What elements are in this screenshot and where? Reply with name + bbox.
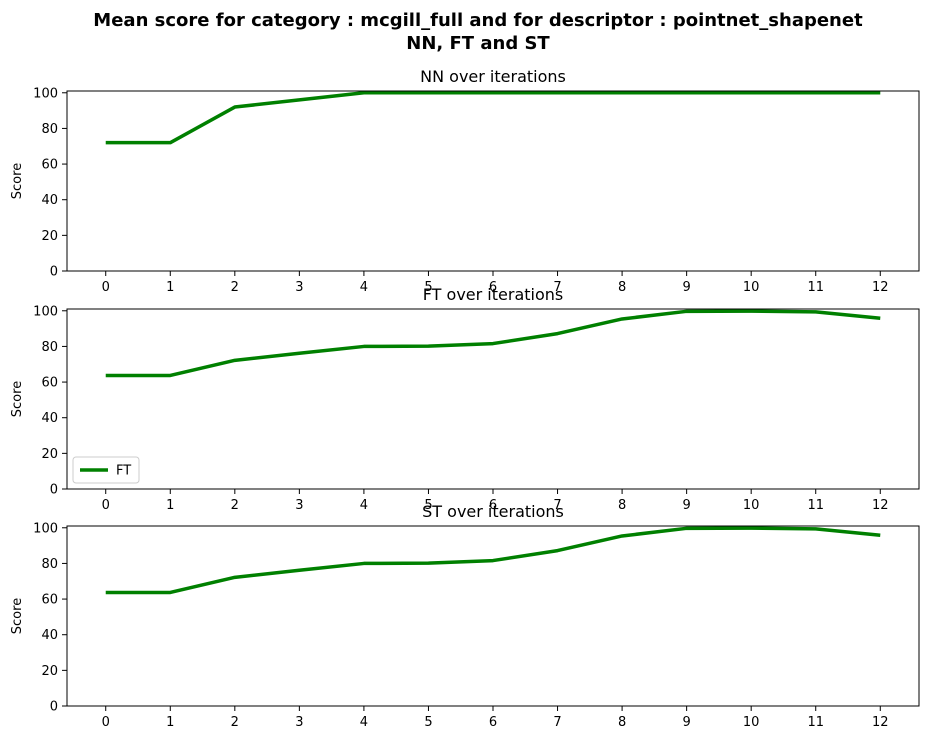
legend-label: FT [116, 464, 131, 479]
x-tick-label: 4 [360, 498, 368, 513]
x-tick-label: 12 [872, 498, 889, 513]
y-tick-label: 100 [33, 86, 58, 101]
subplot-title: FT over iterations [423, 285, 563, 304]
x-tick-label: 0 [102, 280, 110, 295]
x-tick-label: 1 [166, 280, 174, 295]
x-tick-label: 12 [872, 280, 889, 295]
x-tick-label: 2 [231, 498, 239, 513]
x-tick-label: 5 [424, 715, 432, 730]
series-line-1 [105, 91, 881, 145]
y-tick-label: 40 [41, 628, 58, 643]
x-tick-label: 5 [424, 280, 432, 295]
x-tick-label: 1 [166, 498, 174, 513]
figure-title-line-1: Mean score for category : mcgill_full an… [93, 10, 863, 31]
x-tick-label: 4 [360, 715, 368, 730]
x-tick-label: 9 [682, 498, 690, 513]
y-tick-label: 40 [41, 193, 58, 208]
x-tick-label: 11 [807, 280, 824, 295]
y-tick-label: 0 [50, 265, 58, 280]
axes-frame [66, 308, 920, 490]
y-tick-label: 60 [41, 376, 58, 391]
x-tick-label: 9 [682, 715, 690, 730]
axes-frame [66, 90, 920, 272]
x-tick-label: 3 [295, 715, 303, 730]
series-line-FT [105, 309, 881, 378]
x-tick-label: 1 [166, 715, 174, 730]
y-tick-label: 0 [50, 483, 58, 498]
figure-title-line-2: NN, FT and ST [406, 33, 550, 54]
x-tick-label: 11 [807, 715, 824, 730]
x-tick-label: 0 [102, 715, 110, 730]
legend: FT [72, 456, 140, 484]
x-tick-label: 6 [489, 715, 497, 730]
y-tick-label: 100 [33, 304, 58, 319]
x-tick-label: 5 [424, 498, 432, 513]
subplot-title: ST over iterations [422, 502, 564, 521]
series-line-1 [105, 526, 881, 595]
x-tick-label: 6 [489, 498, 497, 513]
y-axis-label: Score [10, 163, 25, 199]
x-tick-label: 3 [295, 280, 303, 295]
x-tick-label: 8 [618, 280, 626, 295]
y-tick-label: 20 [41, 664, 58, 679]
x-tick-label: 8 [618, 715, 626, 730]
x-tick-label: 10 [743, 280, 760, 295]
x-tick-label: 7 [553, 280, 561, 295]
x-tick-label: 4 [360, 280, 368, 295]
x-tick-label: 12 [872, 715, 889, 730]
y-tick-label: 20 [41, 447, 58, 462]
x-tick-label: 2 [231, 715, 239, 730]
y-tick-label: 80 [41, 557, 58, 572]
y-axis-label: Score [10, 598, 25, 634]
y-axis-label: Score [10, 381, 25, 417]
x-tick-label: 8 [618, 498, 626, 513]
x-tick-label: 10 [743, 715, 760, 730]
x-tick-label: 6 [489, 280, 497, 295]
y-tick-label: 60 [41, 158, 58, 173]
y-tick-label: 80 [41, 122, 58, 137]
x-tick-label: 11 [807, 498, 824, 513]
x-tick-label: 2 [231, 280, 239, 295]
y-tick-label: 60 [41, 593, 58, 608]
axes-frame [66, 525, 920, 707]
y-tick-label: 20 [41, 229, 58, 244]
y-tick-label: 40 [41, 411, 58, 426]
y-tick-label: 80 [41, 340, 58, 355]
x-tick-label: 10 [743, 498, 760, 513]
subplot-title: NN over iterations [420, 67, 566, 86]
x-tick-label: 7 [553, 498, 561, 513]
y-tick-label: 100 [33, 521, 58, 536]
y-tick-label: 0 [50, 700, 58, 715]
x-tick-label: 7 [553, 715, 561, 730]
x-tick-label: 3 [295, 498, 303, 513]
x-tick-label: 9 [682, 280, 690, 295]
x-tick-label: 0 [102, 498, 110, 513]
